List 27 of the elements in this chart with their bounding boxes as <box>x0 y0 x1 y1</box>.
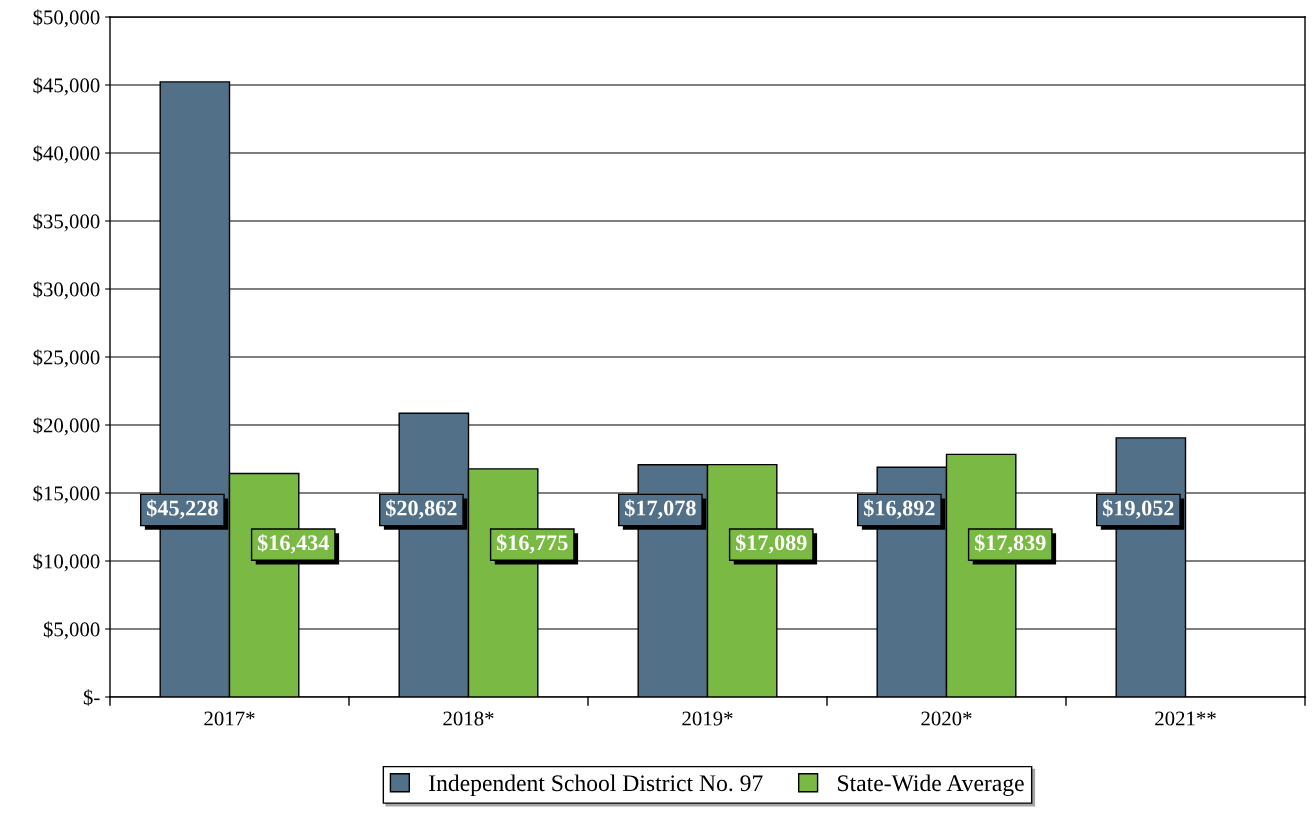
y-tick-label: $15,000 <box>33 485 100 504</box>
data-label: $17,089 <box>735 533 807 554</box>
y-tick-label: $10,000 <box>33 553 100 572</box>
y-tick-label: $25,000 <box>33 349 100 368</box>
x-tick-label: 2020* <box>921 711 972 726</box>
x-tick-label: 2017* <box>204 711 255 726</box>
data-label: $16,434 <box>257 533 329 554</box>
y-tick-label: $5,000 <box>43 621 100 640</box>
legend-label: State-Wide Average <box>838 774 1024 797</box>
data-label: $17,078 <box>625 499 696 519</box>
y-tick-label: $45,000 <box>33 77 100 96</box>
data-label: $16,775 <box>496 533 568 554</box>
x-tick-label: 2018* <box>443 711 494 726</box>
y-tick-label: $40,000 <box>33 145 100 164</box>
y-tick-label: $50,000 <box>33 9 100 28</box>
legend-label: Independent School District No. 97 <box>429 774 763 796</box>
y-tick-label: $20,000 <box>33 417 100 436</box>
y-tick-label: $35,000 <box>33 213 100 232</box>
y-tick-label: $- <box>83 689 100 706</box>
data-label: $20,862 <box>386 499 457 519</box>
data-label: $19,052 <box>1103 499 1174 519</box>
data-label: $17,839 <box>974 533 1046 554</box>
data-label: $45,228 <box>147 499 218 519</box>
x-tick-label: 2019* <box>682 711 733 726</box>
data-label: $16,892 <box>864 499 935 519</box>
x-tick-label: 2021** <box>1155 711 1216 726</box>
y-tick-label: $30,000 <box>33 281 100 300</box>
